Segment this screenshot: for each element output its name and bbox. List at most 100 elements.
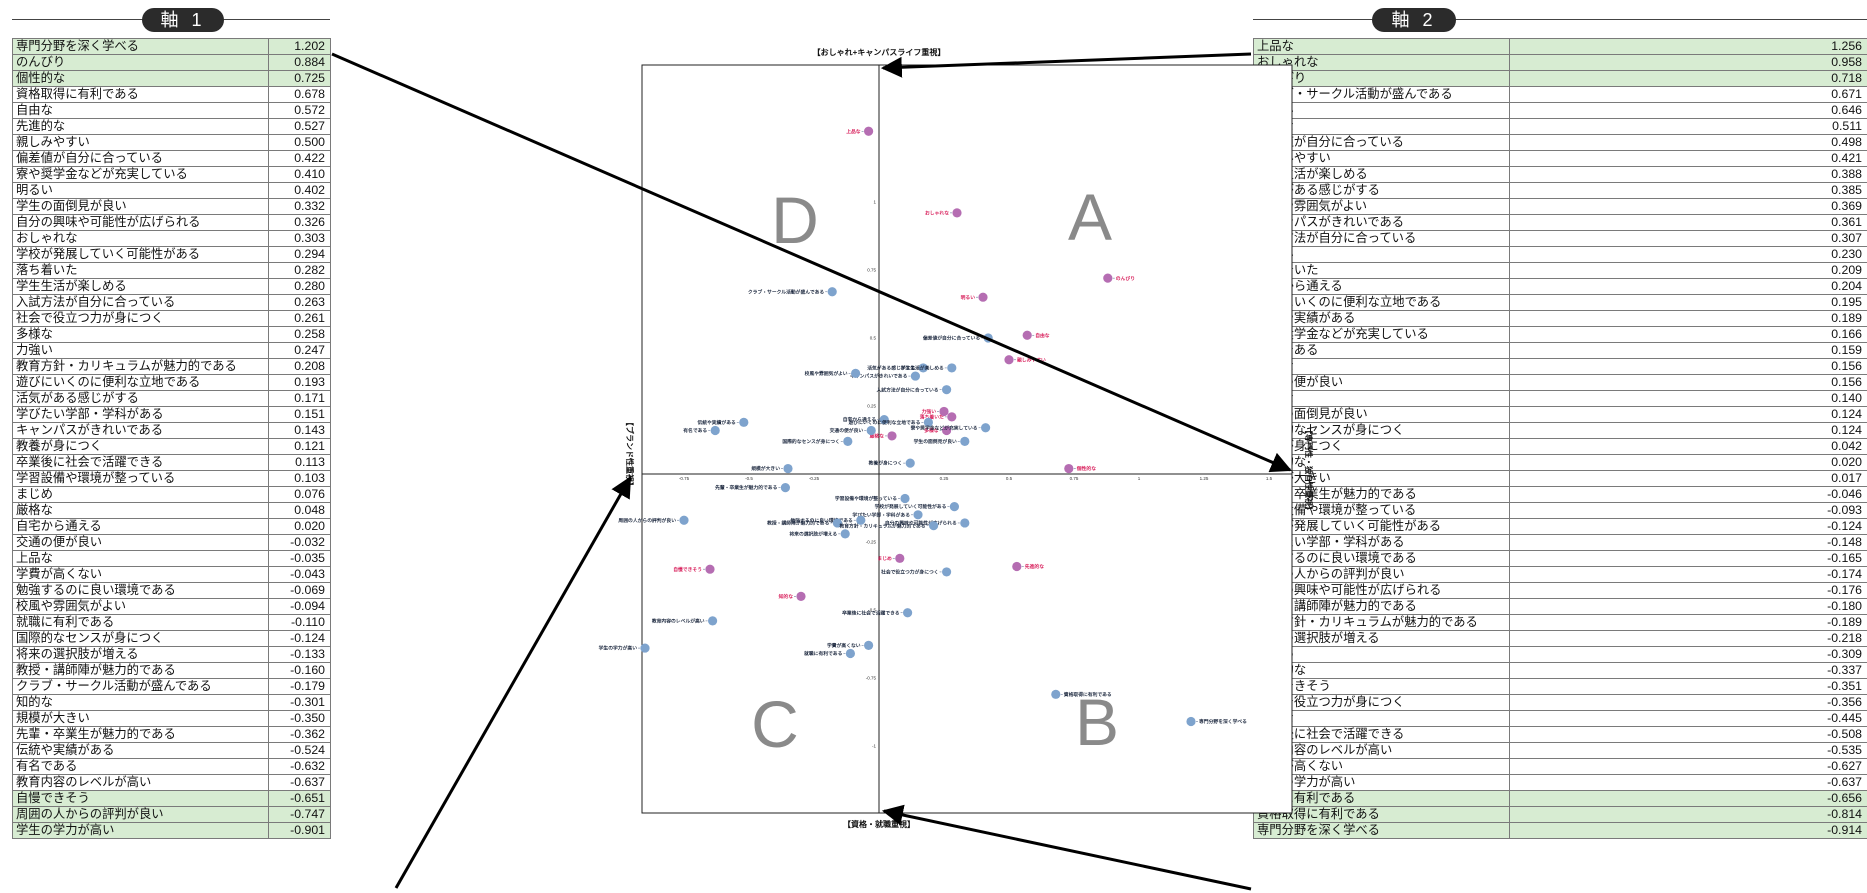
item-label: 周囲の人からの評判が良い — [1253, 566, 1510, 583]
item-value: 0.208 — [268, 358, 331, 375]
point-label: 有名である — [683, 427, 707, 434]
chart-title-left: 【ブランド性重視】 — [625, 418, 635, 490]
point-label: 校風や雰囲気がよい — [805, 370, 848, 377]
point-label: 先進的な — [1025, 563, 1044, 570]
table-row: キャンパスがきれいである 0.361 — [1253, 214, 1867, 231]
point-label: 明るい — [961, 294, 976, 301]
y-tick-label: 0.25 — [867, 404, 876, 409]
data-point — [905, 458, 915, 468]
item-label: 交通の便が良い — [12, 534, 269, 551]
point-label: 落ち着いた — [920, 413, 944, 420]
axis1-loading-table: 専門分野を深く学べる 1.202 のんびり 0.884 個性的な 0.725 資格取得に有利… — [12, 38, 331, 839]
data-point — [705, 564, 715, 574]
item-label: 将来の選択肢が増える — [12, 646, 269, 663]
y-tick-label: 0.75 — [867, 268, 876, 273]
item-value: -0.651 — [268, 790, 331, 807]
table-row: キャンパスがきれいである 0.143 — [12, 422, 331, 439]
data-point — [840, 529, 850, 539]
item-label: 卒業後に社会で活躍できる — [12, 454, 269, 471]
x-tick-label: 0.25 — [940, 476, 949, 481]
item-value: -0.094 — [268, 598, 331, 615]
item-label: 専門分野を深く学べる — [1253, 822, 1510, 839]
table-row: 教育内容のレベルが高い -0.535 — [1253, 742, 1867, 759]
axis1-label: 軸 1 — [142, 8, 224, 32]
item-label: 社会で役立つ力が身につく — [12, 310, 269, 327]
table-row: 学費が高くない -0.043 — [12, 566, 331, 583]
item-label: 先輩・卒業生が魅力的である — [12, 726, 269, 743]
data-point — [1051, 689, 1061, 699]
table-row: 教育方針・カリキュラムが魅力的である -0.189 — [1253, 614, 1867, 631]
item-value: -0.914 — [1509, 822, 1867, 839]
item-value: 0.884 — [268, 54, 331, 71]
table-row: 偏差値が自分に合っている 0.422 — [12, 150, 331, 167]
point-label: 自分の興味や可能性が広げられる — [885, 520, 957, 527]
data-point — [710, 425, 720, 436]
item-value: 0.500 — [268, 134, 331, 151]
data-point — [708, 616, 718, 626]
point-label: 社会で役立つ力が身につく — [880, 569, 939, 576]
data-point — [952, 208, 962, 218]
table-row: 先進的な 0.527 — [12, 118, 331, 135]
x-tick-label: 1 — [1138, 476, 1141, 481]
chart-title-bottom: 【資格・就職重視】 — [843, 819, 915, 829]
data-point — [679, 515, 689, 525]
data-point — [780, 483, 791, 493]
data-point — [1186, 716, 1196, 727]
table-row: 教育方針・カリキュラムが魅力的である 0.208 — [12, 358, 331, 375]
data-point — [947, 363, 957, 373]
point-label: 活気がある感じがする — [867, 365, 915, 372]
item-value: 0.076 — [268, 486, 331, 503]
item-label: 学費が高くない — [12, 566, 269, 583]
data-point — [866, 425, 876, 436]
data-point — [827, 287, 837, 297]
data-point — [851, 368, 861, 378]
data-point — [832, 518, 843, 528]
data-point — [1103, 273, 1113, 283]
point-label: 将来の選択肢が増える — [789, 530, 837, 537]
data-point — [864, 126, 874, 136]
data-point — [1004, 355, 1014, 365]
point-label: 入試方法が自分に合っている — [875, 386, 938, 393]
point-label: 学生の学力が高い — [599, 645, 638, 652]
item-value: 0.171 — [268, 390, 331, 407]
y-tick-label: 0.5 — [870, 336, 877, 341]
item-value: 0.121 — [268, 438, 331, 455]
item-label: 学生の学力が高い — [12, 822, 269, 839]
y-tick-label: 1 — [873, 200, 876, 205]
data-point — [1022, 330, 1032, 340]
point-label: 先輩・卒業生が魅力的である — [715, 484, 778, 491]
point-label: 厳格な — [870, 433, 885, 440]
x-tick-label: -0.75 — [679, 476, 690, 481]
table-row: 学生の学力が高い -0.901 — [12, 822, 331, 839]
axis2-header-rule — [1253, 19, 1867, 20]
table-row: 資格取得に有利である -0.814 — [1253, 806, 1867, 823]
data-point — [910, 371, 921, 381]
chart-title-right: 【専門性・独自性重視】 — [1304, 426, 1314, 514]
data-point — [913, 510, 923, 520]
axis1-header: 軸 1 — [12, 8, 330, 32]
data-point — [739, 417, 749, 427]
item-label: 先進的な — [12, 118, 269, 135]
item-value: -0.535 — [1509, 742, 1867, 759]
point-label: のんびり — [1116, 275, 1135, 282]
x-tick-label: 0.5 — [1006, 476, 1013, 481]
item-label: 教育方針・カリキュラムが魅力的である — [1253, 614, 1510, 631]
table-row: 社会で役立つ力が身につく -0.356 — [1253, 694, 1867, 711]
table-row: 教養が身につく 0.121 — [12, 438, 331, 455]
item-value: 0.166 — [1509, 326, 1867, 343]
point-label: 卒業後に社会で活躍できる — [842, 609, 900, 616]
item-label: 多様な — [12, 326, 269, 343]
point-label: 上品な — [846, 128, 861, 135]
point-label: 学生の面倒見が良い — [914, 438, 957, 445]
point-label: 親しみやすい — [1017, 356, 1046, 363]
item-label: 入試方法が自分に合っている — [1253, 230, 1510, 247]
data-point — [1064, 463, 1074, 474]
table-row: 交通の便が良い -0.032 — [12, 534, 331, 551]
item-value: 0.725 — [268, 70, 331, 87]
table-row: 多様な 0.258 — [12, 326, 331, 343]
item-label: 教授・講師陣が魅力的である — [1253, 598, 1510, 615]
item-value: -0.632 — [268, 758, 331, 775]
point-label: 専門分野を深く学べる — [1199, 718, 1247, 725]
